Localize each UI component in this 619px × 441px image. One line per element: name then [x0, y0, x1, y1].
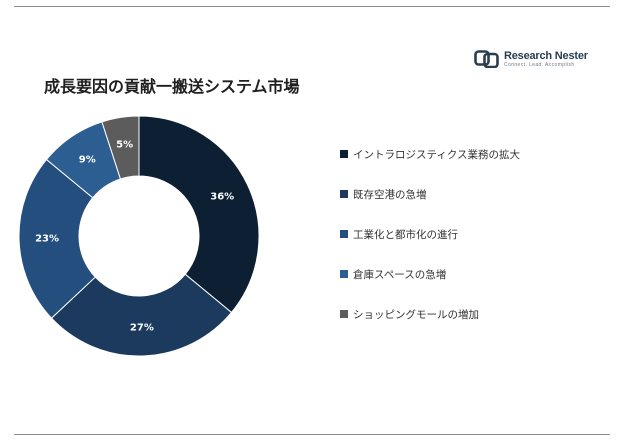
- legend-swatch: [340, 230, 348, 238]
- slice-value-label: 23%: [35, 233, 59, 244]
- legend-label: 既存空港の急増: [353, 188, 427, 201]
- slice-value-label: 36%: [210, 191, 234, 202]
- top-divider: [14, 6, 610, 7]
- slice-value-label: 27%: [130, 322, 154, 333]
- logo-tagline: Connect. Lead. Accomplish: [504, 62, 575, 68]
- slice-value-label: 9%: [79, 154, 96, 165]
- chart-title: 成長要因の貢献一搬送システム市場: [44, 77, 300, 96]
- legend-label: 工業化と都市化の進行: [353, 228, 458, 241]
- donut-slice: [138, 115, 260, 314]
- legend-label: ショッピングモールの増加: [353, 308, 479, 321]
- chart-legend: イントラロジスティクス業務の拡大 既存空港の急増工業化と都市化の進行 倉庫スペースの…: [340, 134, 520, 334]
- legend-swatch: [340, 310, 348, 318]
- legend-label: イントラロジスティクス業務の拡大: [353, 148, 521, 161]
- legend-swatch: [340, 190, 348, 198]
- bottom-divider: [14, 434, 610, 435]
- slice-value-label: 5%: [116, 140, 133, 151]
- logo-name: Research Nester: [504, 50, 588, 62]
- research-nester-logo-icon: [474, 50, 499, 68]
- legend-item: 既存空港の急増: [340, 174, 520, 214]
- donut-slice: [101, 115, 140, 180]
- donut-slice: [18, 158, 96, 319]
- legend-item: ショッピングモールの増加: [340, 294, 520, 334]
- legend-swatch: [340, 270, 348, 278]
- donut-slice: [50, 273, 233, 357]
- legend-swatch: [340, 150, 348, 158]
- legend-item: イントラロジスティクス業務の拡大: [340, 134, 520, 174]
- legend-item: 工業化と都市化の進行: [340, 214, 520, 254]
- legend-label: 倉庫スペースの急増: [353, 268, 447, 281]
- research-nester-logo: Research Nester Connect. Lead. Accomplis…: [474, 50, 588, 68]
- legend-item: 倉庫スペースの急増: [340, 254, 520, 294]
